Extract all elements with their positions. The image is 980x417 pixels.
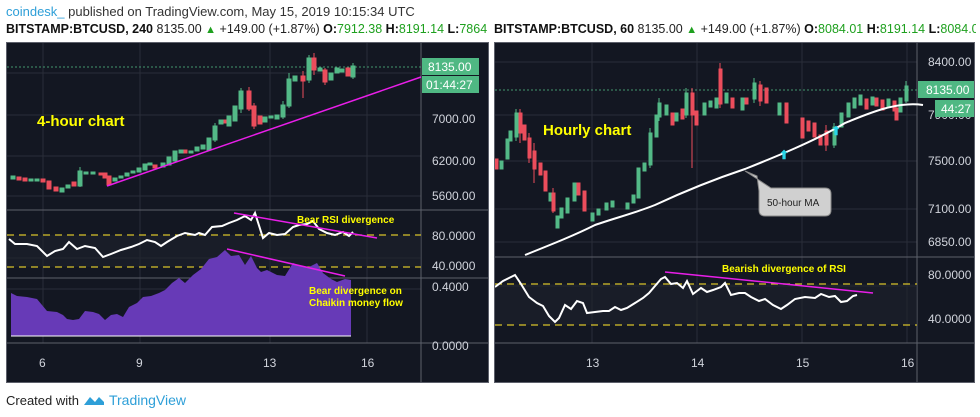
date-tick: 6 — [39, 356, 46, 370]
publisher-link[interactable]: coindesk_ — [6, 4, 65, 19]
cmf-tick: 0.0000 — [432, 339, 469, 353]
price-tick: 8400.00 — [928, 55, 972, 69]
right-low: 8084.0 — [940, 22, 976, 36]
left-last-price: 8135.00 — [156, 22, 202, 36]
ma50-line — [524, 103, 924, 256]
rsi-tick: 80.0000 — [928, 268, 972, 282]
open-label: O: — [323, 22, 337, 36]
date-tick: 9 — [136, 356, 143, 370]
date-tick: 14 — [691, 356, 705, 370]
right-chart-panel[interactable]: ⬆ ⬆ Hourly chart 50-hour MA Bearish dive… — [494, 42, 975, 383]
ma-callout-text: 50-hour MA — [767, 198, 820, 209]
left-high: 8191.14 — [398, 22, 445, 36]
left-open: 7912.38 — [337, 22, 383, 36]
rsi-tick: 80.0000 — [432, 229, 476, 243]
timer-badge-text: 44:27 — [941, 102, 971, 116]
tradingview-link[interactable]: TradingView — [108, 392, 187, 408]
cmf-area — [11, 250, 351, 336]
high-label: H: — [866, 22, 880, 36]
footer: Created with TradingView — [6, 392, 186, 408]
publish-info: coindesk_ published on TradingView.com, … — [6, 4, 415, 19]
rsi-tick: 40.0000 — [928, 312, 972, 326]
timer-badge — [422, 76, 479, 93]
date-tick: 16 — [361, 356, 375, 370]
rsi-annotation-hourly: Bearish divergence of RSI — [722, 264, 846, 275]
high-label: H: — [385, 22, 399, 36]
publish-text: published on TradingView.com, May 15, 20… — [64, 4, 415, 19]
cmf-tick: 0.4000 — [432, 280, 469, 294]
support-arrow-icon: ⬆ — [831, 124, 841, 138]
price-tick: 6850.00 — [928, 235, 972, 249]
cmf-annotation-line2: Chaikin money flow — [309, 298, 403, 309]
right-open: 8084.01 — [818, 22, 864, 36]
price-badge — [918, 81, 974, 98]
rsi-annotation-4h: Bear RSI divergence — [297, 215, 395, 226]
right-high: 8191.14 — [879, 22, 926, 36]
low-label: L: — [447, 22, 460, 36]
support-arrow-icon: ⬆ — [779, 148, 789, 162]
rsi-line-hourly — [495, 273, 858, 324]
price-badge-text: 8135.00 — [428, 60, 472, 74]
price-tick: 6200.00 — [432, 154, 476, 168]
left-low: 7864.0 — [459, 22, 488, 36]
date-tick: 13 — [263, 356, 277, 370]
price-tick: 7000.00 — [432, 112, 476, 126]
created-with-text: Created with — [6, 392, 79, 408]
price-badge-text: 8135.00 — [926, 83, 970, 97]
timer-badge-text: 01:44:27 — [426, 78, 473, 92]
low-label: L: — [928, 22, 941, 36]
right-change: +149.00 (+1.87%) — [700, 22, 801, 36]
trendline-support — [106, 76, 422, 187]
ma-callout — [744, 170, 832, 217]
price-badge — [422, 58, 479, 75]
left-chart-panel[interactable]: 4-hour chart Bear RSI divergence Bear di… — [6, 42, 489, 383]
open-label: O: — [804, 22, 819, 36]
price-tick: 7500.00 — [928, 154, 972, 168]
left-candles — [10, 53, 356, 193]
chart-label-hourly: Hourly chart — [543, 122, 631, 139]
chart-label-4h: 4-hour chart — [37, 113, 125, 130]
rsi-divergence-line — [233, 212, 378, 239]
date-tick: 13 — [586, 356, 600, 370]
right-symbol-line: BITSTAMP:BTCUSD, 60 8135.00 ▲ +149.00 (+… — [494, 22, 976, 36]
left-chart-canvas[interactable]: 4-hour chart Bear RSI divergence Bear di… — [7, 43, 489, 383]
date-tick: 16 — [901, 356, 915, 370]
cmf-annotation-line1: Bear divergence on — [309, 286, 402, 297]
right-last-price: 8135.00 — [637, 22, 683, 36]
left-symbol: BITSTAMP:BTCUSD, 240 — [6, 22, 154, 36]
right-candles — [495, 63, 909, 229]
rsi-divergence-line-hourly — [664, 271, 874, 294]
price-tick: 5600.00 — [432, 189, 476, 203]
rsi-tick: 40.0000 — [432, 259, 476, 273]
up-triangle-icon: ▲ — [205, 24, 217, 36]
date-tick: 15 — [796, 356, 810, 370]
right-symbol: BITSTAMP:BTCUSD, 60 — [494, 22, 635, 36]
timer-badge — [935, 100, 974, 117]
left-change: +149.00 (+1.87%) — [219, 22, 320, 36]
cmf-divergence-line — [226, 248, 346, 277]
tradingview-logo-icon — [83, 397, 104, 405]
up-triangle-icon: ▲ — [686, 24, 698, 36]
right-chart-canvas[interactable]: ⬆ ⬆ Hourly chart 50-hour MA Bearish dive… — [495, 43, 975, 383]
price-tick: 7100.00 — [928, 202, 972, 216]
left-symbol-line: BITSTAMP:BTCUSD, 240 8135.00 ▲ +149.00 (… — [6, 22, 488, 36]
